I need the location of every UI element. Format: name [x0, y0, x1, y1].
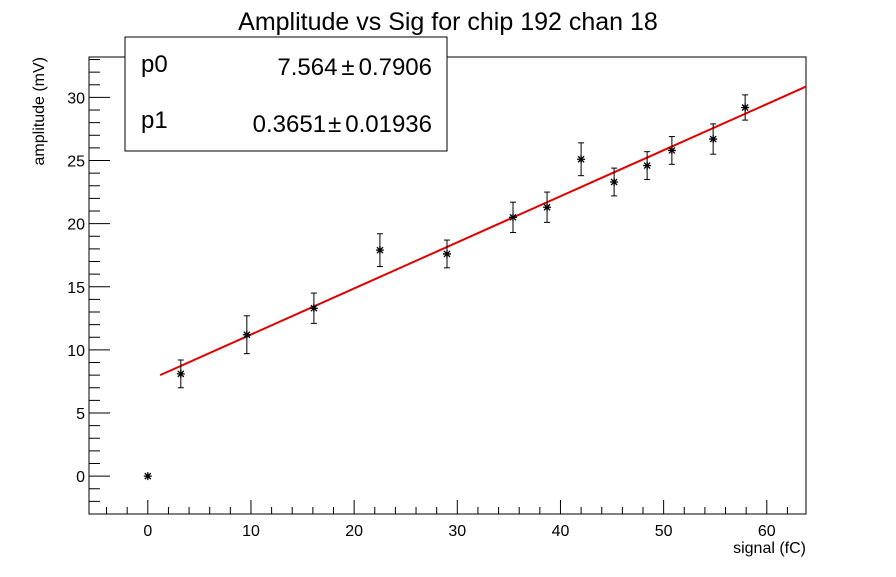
- fit-line-group: [159, 85, 807, 377]
- fit-line: [159, 85, 807, 377]
- point-marker: [543, 203, 552, 212]
- x-axis: 0 10 20 30 40 50 60: [106, 500, 788, 540]
- point-marker: [375, 246, 384, 255]
- point-marker: [143, 472, 152, 481]
- stats-box: p0 7.564 ±0.7906 p1 0.3651± 0.01936: [124, 36, 448, 152]
- y-tick-label: 25: [67, 154, 85, 171]
- data-point: [242, 315, 251, 355]
- data-point: [709, 123, 718, 155]
- x-tick-label: 20: [345, 523, 363, 540]
- stats-p1-value: 0.3651± 0.01936: [253, 111, 432, 138]
- point-marker: [610, 177, 619, 186]
- stats-p1-pm: ±: [328, 111, 341, 138]
- stats-p0-value: 7.564 ±0.7906: [277, 54, 432, 81]
- point-marker: [309, 304, 318, 313]
- data-point: [143, 472, 152, 481]
- point-marker: [577, 155, 586, 164]
- stats-p0-name: p0: [141, 51, 168, 78]
- y-tick-label: 30: [67, 90, 85, 107]
- data-point: [375, 233, 384, 268]
- data-point: [741, 94, 750, 121]
- x-tick-label: 40: [552, 523, 570, 540]
- chart-title: Amplitude vs Sig for chip 192 chan 18: [238, 8, 658, 36]
- data-point: [309, 292, 318, 324]
- point-marker: [709, 135, 718, 144]
- x-axis-label: signal (fC): [733, 540, 806, 557]
- data-points: [143, 94, 750, 481]
- data-point: [176, 359, 185, 389]
- y-axis: 0 5 10 15 20 25 30: [67, 59, 110, 515]
- x-tick-label: 50: [655, 523, 673, 540]
- point-marker: [509, 213, 518, 222]
- point-marker: [242, 330, 251, 339]
- stats-p0-error: 0.7906: [359, 54, 432, 81]
- data-point: [442, 239, 451, 269]
- data-point: [509, 201, 518, 233]
- point-marker: [741, 103, 750, 112]
- data-point: [543, 191, 552, 223]
- stats-p1-name: p1: [141, 107, 168, 134]
- data-point: [643, 151, 652, 180]
- stats-p0-estimate: 7.564: [277, 54, 337, 81]
- point-marker: [667, 146, 676, 155]
- x-tick-label: 10: [242, 523, 260, 540]
- point-marker: [176, 369, 185, 378]
- x-tick-label: 60: [758, 523, 776, 540]
- y-tick-label: 10: [67, 343, 85, 360]
- data-point: [667, 136, 676, 165]
- x-tick-label: 30: [448, 523, 466, 540]
- data-point: [610, 167, 619, 197]
- y-tick-label: 20: [67, 217, 85, 234]
- stats-box-frame: [124, 36, 448, 152]
- data-point: [577, 142, 586, 177]
- y-tick-label: 15: [67, 280, 85, 297]
- stats-p1-error: 0.01936: [345, 111, 432, 138]
- point-marker: [643, 161, 652, 170]
- y-tick-label: 5: [76, 406, 85, 423]
- x-tick-label: 0: [143, 523, 152, 540]
- y-tick-label: 0: [76, 469, 85, 486]
- y-axis-label: amplitude (mV): [31, 57, 48, 165]
- stats-p1-estimate: 0.3651: [253, 111, 326, 138]
- stats-p0-pm: ±: [341, 54, 354, 81]
- point-marker: [442, 249, 451, 258]
